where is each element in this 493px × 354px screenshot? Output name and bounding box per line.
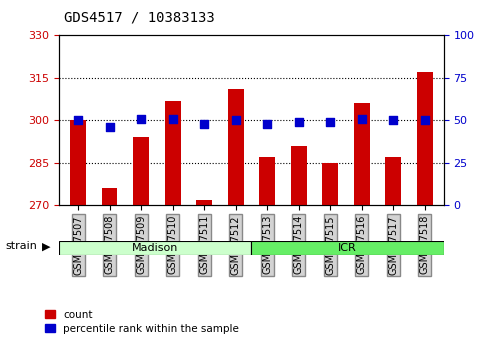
Point — [106, 124, 113, 130]
Point — [389, 118, 397, 123]
Bar — [259, 157, 275, 205]
Text: strain: strain — [5, 241, 37, 251]
Legend: count, percentile rank within the sample: count, percentile rank within the sample — [45, 310, 239, 334]
Point — [358, 116, 366, 121]
Point — [137, 116, 145, 121]
Bar — [386, 157, 401, 205]
Point — [169, 116, 176, 121]
Bar — [165, 101, 180, 205]
Point — [232, 118, 240, 123]
Bar — [196, 200, 212, 205]
Bar — [102, 188, 117, 205]
Bar — [133, 137, 149, 205]
Point — [263, 121, 271, 127]
Bar — [291, 146, 307, 205]
Bar — [70, 120, 86, 205]
Text: ICR: ICR — [338, 243, 357, 253]
Point — [326, 119, 334, 125]
Text: GDS4517 / 10383133: GDS4517 / 10383133 — [64, 11, 215, 25]
Bar — [417, 72, 433, 205]
FancyBboxPatch shape — [251, 241, 444, 255]
Point — [421, 118, 429, 123]
Bar — [322, 163, 338, 205]
Text: Madison: Madison — [132, 243, 178, 253]
Point — [74, 118, 82, 123]
Bar — [354, 103, 370, 205]
FancyBboxPatch shape — [59, 241, 251, 255]
Point — [200, 121, 208, 127]
Text: ▶: ▶ — [42, 242, 50, 252]
Bar — [228, 89, 244, 205]
Point — [295, 119, 303, 125]
